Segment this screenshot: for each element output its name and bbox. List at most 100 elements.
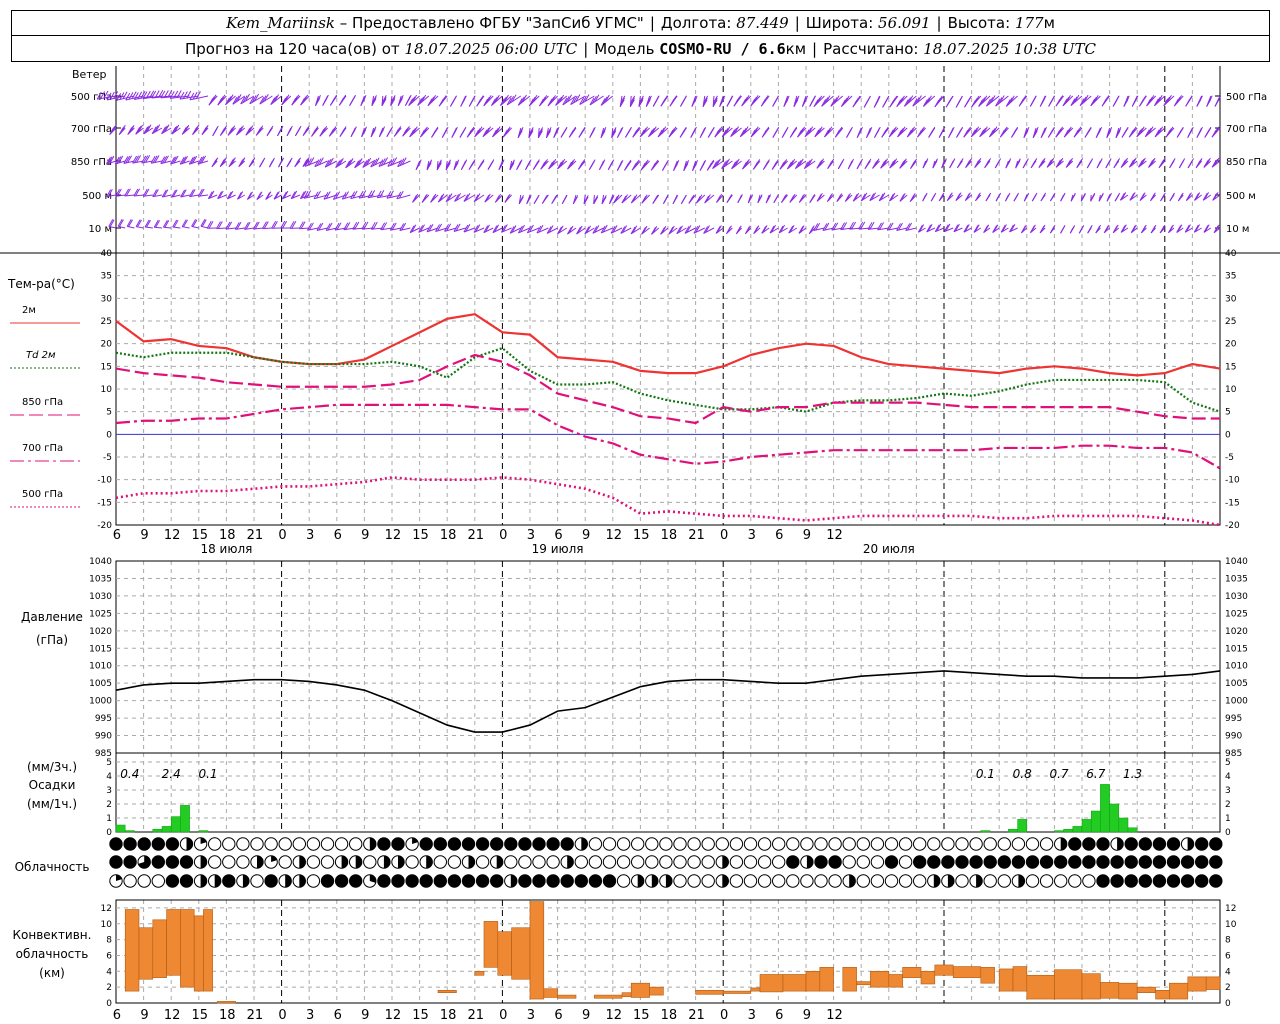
wind-barb-feather <box>520 224 525 233</box>
wind-barb-staff <box>668 227 678 235</box>
conv-bar <box>805 971 821 992</box>
cloud-symbol <box>800 874 814 888</box>
wind-barb-feather <box>244 222 249 230</box>
wind-barb-feather <box>422 126 428 135</box>
cloud-symbol <box>278 837 292 851</box>
cloud-symbol <box>856 855 870 869</box>
wind-barb-feather <box>865 96 871 104</box>
wind-barb-staff <box>600 227 613 234</box>
precip-sum-label: 0.7 <box>1049 767 1068 781</box>
wind-barb-feather <box>164 220 170 228</box>
cloud-symbol-fill <box>567 855 574 869</box>
time-tick-label-bottom: 9 <box>140 1008 148 1023</box>
wind-barb-feather <box>370 189 376 198</box>
wind-barb-staff <box>473 227 485 233</box>
wind-barb-feather <box>389 158 395 166</box>
wind-barb-feather <box>723 127 729 136</box>
wind-barb-feather <box>155 220 161 228</box>
wind-barb-feather <box>445 162 451 171</box>
wind-barb-staff <box>240 95 255 105</box>
cloud-symbol <box>433 855 447 869</box>
wind-barb-feather <box>883 126 889 135</box>
wind-barb-feather <box>228 94 234 102</box>
pressure-ytick-right: 1015 <box>1225 644 1248 654</box>
wind-barb-feather <box>1203 225 1209 233</box>
altitude-value: 177 <box>1014 14 1044 32</box>
wind-barb-feather <box>323 192 329 200</box>
wind-barb-feather <box>538 127 544 135</box>
wind-barb-feather <box>181 219 187 227</box>
wind-barb-feather <box>217 191 223 199</box>
wind-barb-staff <box>427 95 439 107</box>
wind-barb-feather <box>245 93 250 102</box>
wind-barb-feather <box>692 126 697 135</box>
wind-barb-feather <box>780 224 785 233</box>
wind-barb-feather <box>590 126 596 135</box>
wind-barb-feather <box>526 195 532 203</box>
wind-barb-feather <box>103 90 109 99</box>
wind-barb-feather <box>931 192 937 201</box>
wind-barb-feather <box>886 223 892 231</box>
wind-barb-feather <box>579 97 585 105</box>
wind-barb-feather <box>335 191 341 199</box>
conv-bar <box>1136 986 1156 994</box>
wind-barb-feather <box>454 194 460 202</box>
wind-barb-feather <box>849 158 855 167</box>
wind-barb-feather <box>477 126 483 134</box>
wind-barb-feather <box>546 127 552 135</box>
wind-barb-feather <box>558 225 564 234</box>
wind-barb-feather <box>142 189 148 197</box>
wind-barb-feather <box>1170 158 1176 166</box>
cloud-symbol <box>729 837 744 851</box>
wind-barb-staff <box>860 194 871 202</box>
cloud-symbol <box>1096 837 1110 851</box>
wind-barb-feather <box>1058 126 1063 135</box>
wind-barb-feather <box>1170 192 1176 201</box>
cloud-symbol <box>1082 855 1096 869</box>
wind-barb-feather <box>546 130 551 139</box>
wind-barb-feather <box>352 222 358 230</box>
cloud-symbol <box>828 874 842 888</box>
time-tick-label: 12 <box>164 528 181 543</box>
wind-barb-feather <box>1148 160 1153 168</box>
wind-barb-feather <box>1136 129 1142 138</box>
wind-barb-staff <box>435 227 448 232</box>
temp-ytick-right: 30 <box>1225 294 1237 304</box>
wind-barb-staff <box>630 194 641 204</box>
wind-barb-feather <box>732 160 738 168</box>
wind-barb-feather <box>1131 157 1137 166</box>
wind-barb-feather <box>813 223 819 231</box>
wind-barb-feather <box>888 222 894 231</box>
wind-barb-feather <box>396 126 402 134</box>
wind-barb-feather <box>701 126 707 135</box>
time-tick-label: 18 <box>219 528 236 543</box>
wind-barb-feather <box>930 126 936 135</box>
wind-barb-feather <box>362 160 368 168</box>
wind-barb-feather <box>958 158 964 166</box>
cloud-symbol <box>757 837 772 851</box>
wind-barb-feather <box>162 125 168 133</box>
wind-barb-feather <box>1080 192 1086 201</box>
wind-barb-feather <box>783 126 789 135</box>
wind-barb-feather <box>282 220 288 229</box>
wind-barb-feather <box>1063 129 1069 138</box>
wind-barb-feather <box>181 189 187 197</box>
wind-barb-feather <box>260 157 266 166</box>
wind-barb-feather <box>1115 192 1121 201</box>
wind-barb-feather <box>484 194 490 203</box>
wind-barb-feather <box>890 128 896 136</box>
wind-barb-feather <box>272 220 278 229</box>
cloud-symbol <box>786 874 800 888</box>
wind-barb-staff <box>262 227 273 230</box>
wind-barb-staff <box>345 160 356 169</box>
wind-barb-feather <box>1149 159 1155 167</box>
wind-barb-feather <box>1076 126 1082 135</box>
wind-barb-feather <box>408 98 414 106</box>
cloud-symbol <box>1110 855 1124 869</box>
wind-barb-feather <box>782 159 788 167</box>
wind-barb-feather <box>922 192 928 201</box>
cloud-symbol <box>532 837 546 851</box>
time-tick-label-bottom: 15 <box>191 1008 208 1023</box>
wind-barb-feather <box>1021 224 1027 233</box>
conv-bar <box>1205 976 1221 990</box>
